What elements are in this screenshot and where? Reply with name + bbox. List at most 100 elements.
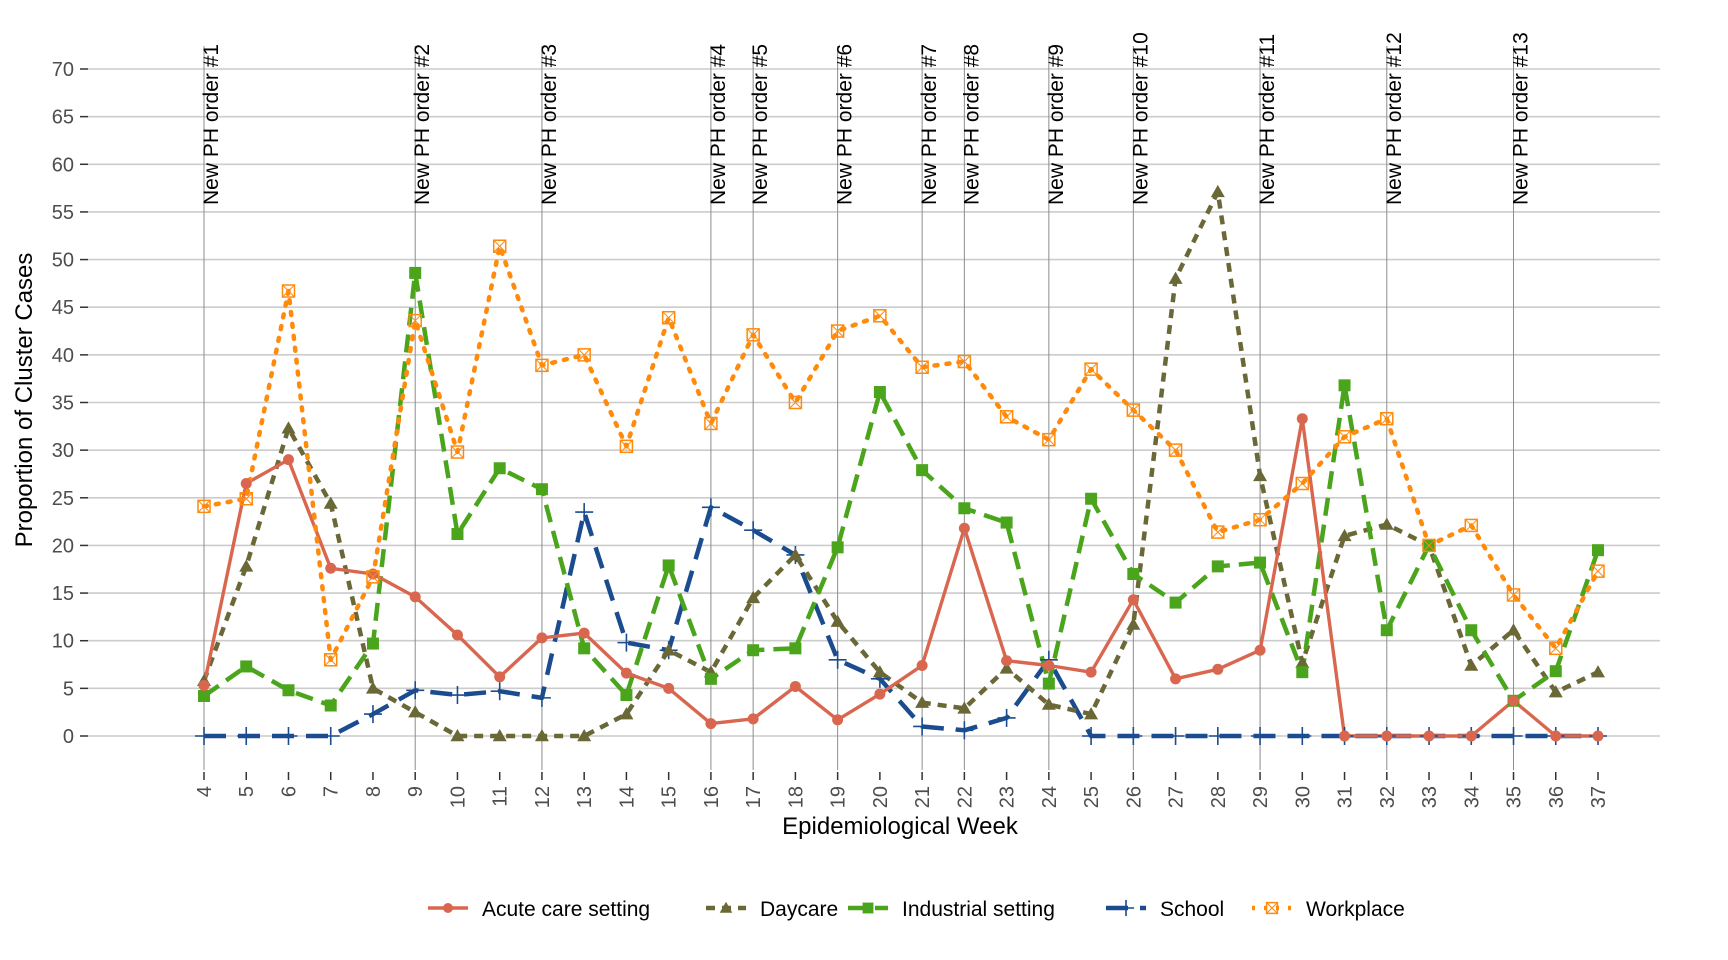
point-square-x [1042,432,1056,447]
point-triangle [661,643,676,656]
point-square-x-diag [958,355,971,368]
point-square [366,637,379,650]
point-square-x-box [323,653,338,667]
point-triangle [872,665,887,678]
point-plus [448,686,467,705]
point-triangle [830,614,845,627]
point-square [916,464,929,477]
point-square-x-box [1084,362,1098,376]
point-square-x [408,313,422,328]
x-tick-label: 31 [1335,786,1357,808]
point-circle [325,562,337,574]
point-circle [282,454,294,466]
point-square-x-diag [1169,443,1182,457]
point-plus [321,727,340,745]
ph-order-label: New PH order #3 [538,44,561,205]
point-circle [1001,655,1013,667]
point-triangle [1591,665,1605,678]
point-plus [1208,727,1227,745]
point-square-x-box [366,570,380,584]
y-tick-label: 35 [52,393,74,415]
y-tick-label: 0 [63,726,74,748]
point-square [862,902,874,914]
y-tick-label: 50 [52,250,74,272]
point-square-x-box [1337,430,1352,444]
legend-item: Workplace [1252,898,1405,921]
point-square [1085,492,1098,505]
point-triangle [999,661,1014,674]
point-square-x [1549,641,1563,656]
legend-item: Industrial setting [848,898,1055,921]
point-square-x-box [1464,518,1479,533]
legend-label: School [1160,898,1224,921]
x-tick-label: 9 [405,786,427,797]
point-square-x [1253,512,1267,527]
point-square-x-box [1126,403,1141,417]
point-square-x-diag [1042,433,1056,447]
x-tick-label: 15 [659,786,681,808]
point-square-x [577,348,591,362]
point-circle [832,714,844,726]
point-plus [490,682,509,701]
x-tick-label: 22 [954,786,976,808]
x-tick-label: 25 [1081,786,1103,808]
series-line-workplace [201,243,1601,663]
point-plus [1117,899,1135,917]
point-square-x-box [408,313,422,328]
point-square [198,689,210,702]
ph-order-label: New PH order #9 [1045,44,1068,205]
point-circle [1170,673,1182,685]
point-square-x [366,570,380,584]
x-tick-label: 16 [701,786,723,808]
point-square-x-box [492,239,507,253]
point-triangle [1506,623,1521,636]
point-square-x-diag [1266,902,1278,914]
point-circle [198,679,210,691]
y-tick-label: 40 [52,345,74,367]
point-square-x-box [957,354,972,369]
point-triangle [1253,468,1268,482]
point-square-x [661,310,676,325]
point-square-x-diag [789,396,802,409]
point-square [662,559,675,572]
point-square [1127,568,1140,581]
point-square-x-diag [1211,525,1225,539]
point-plus [913,717,932,736]
legend-item: School [1106,898,1224,921]
y-tick-label: 55 [52,202,74,224]
point-square-x-diag [1380,412,1394,426]
point-circle [1212,663,1224,675]
ph-order-label: New PH order #8 [960,44,983,205]
point-square [1592,544,1604,557]
point-square-x-diag [1549,641,1563,655]
x-tick-label: 26 [1123,786,1145,808]
point-square-x-box [197,499,211,514]
x-tick-label: 23 [997,786,1019,808]
ph-order-label: New PH order #1 [200,44,223,205]
point-plus [1293,727,1312,745]
point-square-x [1211,525,1225,539]
y-tick-label: 60 [52,154,74,176]
x-tick-label: 12 [532,786,554,808]
point-square-x-diag [1084,362,1098,376]
point-triangle [915,695,930,708]
point-square-x [281,284,296,298]
point-square-x [1337,430,1352,444]
x-tick-label: 27 [1166,786,1188,808]
y-tick-label: 45 [52,297,74,319]
ph-order-label: New PH order #13 [1510,32,1533,205]
point-triangle [957,701,972,714]
point-square-x-box [1295,476,1310,491]
point-plus [532,688,551,707]
point-square [831,541,844,554]
point-square-x [1506,588,1521,602]
point-square-x-diag [197,500,211,513]
point-circle [443,903,453,913]
point-square-x-box [830,324,845,338]
y-tick-label: 70 [52,59,74,81]
point-triangle [450,729,465,742]
point-triangle [1337,528,1352,542]
point-circle [1592,730,1604,742]
point-triangle [239,559,254,572]
